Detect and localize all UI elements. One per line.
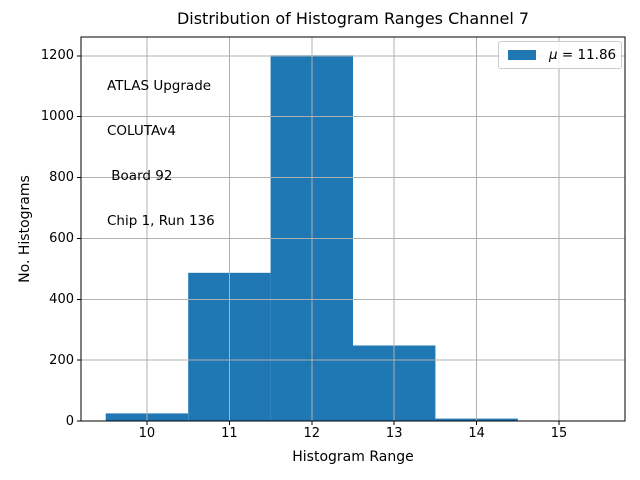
- x-tick-label: 15: [550, 426, 568, 441]
- x-tick-label: 10: [138, 426, 156, 441]
- legend: μ = 11.86: [498, 41, 622, 69]
- y-tick-label: 1000: [40, 109, 74, 125]
- x-tick-label: 14: [468, 426, 485, 441]
- legend-value: = 11.86: [557, 47, 617, 63]
- annotation-line-4: Chip 1, Run 136: [107, 213, 215, 229]
- y-tick-label: 0: [65, 413, 74, 429]
- y-tick-label: 1200: [40, 48, 74, 64]
- x-axis-label: Histogram Range: [292, 449, 414, 465]
- annotation-text: ATLAS Upgrade COLUTAv4 Board 92 Chip 1, …: [107, 49, 215, 259]
- annotation-line-1: ATLAS Upgrade: [107, 78, 212, 94]
- x-tick-label: 13: [385, 426, 403, 441]
- x-tick-label: 11: [221, 426, 238, 441]
- y-tick-label: 400: [49, 291, 74, 307]
- annotation-line-3: Board 92: [107, 168, 173, 184]
- y-tick-label: 800: [49, 170, 74, 186]
- annotation-line-2: COLUTAv4: [107, 123, 177, 139]
- y-tick-label: 600: [49, 230, 74, 246]
- legend-swatch: [508, 50, 536, 60]
- x-tick-label: 12: [303, 426, 321, 441]
- legend-label: μ = 11.86: [549, 47, 616, 63]
- mu-symbol: μ: [549, 47, 558, 63]
- chart-title: Distribution of Histogram Ranges Channel…: [176, 9, 530, 28]
- y-tick-label: 200: [49, 352, 74, 368]
- axes-frame: [80, 36, 626, 422]
